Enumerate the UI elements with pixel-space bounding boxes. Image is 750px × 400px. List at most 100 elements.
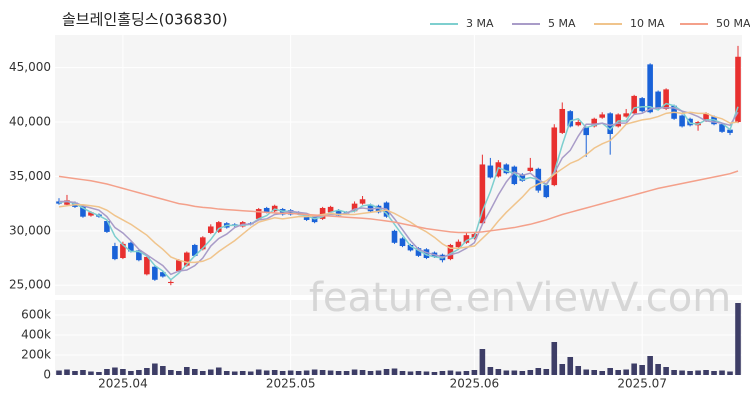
volume-bar xyxy=(487,367,494,375)
candle-body xyxy=(255,209,262,219)
volume-bar xyxy=(80,370,86,375)
candle-body xyxy=(88,212,94,216)
volume-bar xyxy=(719,370,725,375)
volume-bar xyxy=(239,371,246,375)
candle-body xyxy=(655,91,661,108)
volume-bar xyxy=(279,371,286,375)
legend-label: 3 MA xyxy=(466,17,494,30)
volume-bar xyxy=(72,371,78,375)
y-tick-label: 45,000 xyxy=(9,60,51,74)
volume-bar xyxy=(559,364,566,375)
candle-body xyxy=(359,199,366,204)
chart-title: 솔브레인홀딩스(036830) xyxy=(62,11,228,29)
candle-body xyxy=(136,250,142,261)
ma-line xyxy=(58,170,739,234)
candle-body xyxy=(503,164,510,174)
volume-bar xyxy=(359,370,366,375)
x-tick-label: 2025.06 xyxy=(450,377,500,391)
volume-bar xyxy=(687,371,693,375)
volume-bar xyxy=(519,371,526,375)
volume-bar xyxy=(423,371,430,375)
volume-bar xyxy=(255,369,262,375)
ma-line xyxy=(58,102,739,281)
candle-body xyxy=(647,64,653,113)
volume-bar xyxy=(215,367,222,375)
volume-bar xyxy=(503,370,510,375)
volume-bar xyxy=(711,371,717,375)
candle-body xyxy=(519,174,526,181)
volume-bar xyxy=(607,368,613,375)
candle-body xyxy=(391,230,398,243)
candle-body xyxy=(735,56,741,123)
volume-bar xyxy=(647,356,653,375)
candle-body xyxy=(631,95,637,114)
y-tick-label: 0 xyxy=(43,368,51,382)
candle-body xyxy=(559,108,566,133)
candle-body xyxy=(287,210,294,215)
volume-bar xyxy=(136,370,142,375)
price-panel xyxy=(55,35,742,295)
candle-body xyxy=(591,118,598,127)
volume-bar xyxy=(231,371,238,375)
candle-body xyxy=(663,89,669,109)
volume-bar xyxy=(431,372,438,375)
volume-bar xyxy=(335,371,342,375)
volume-bar xyxy=(192,369,198,375)
volume-bar xyxy=(128,371,134,375)
legend-label: 10 MA xyxy=(630,17,665,30)
candle-body xyxy=(455,241,462,248)
candle-body xyxy=(192,244,198,256)
volume-bar xyxy=(303,370,310,375)
volume-bar xyxy=(144,368,150,375)
candle-body xyxy=(375,205,382,213)
y-tick-label: 400k xyxy=(21,328,51,342)
legend-label: 50 MA xyxy=(716,17,750,30)
volume-bar xyxy=(455,371,462,375)
volume-bar xyxy=(495,369,502,375)
volume-bar xyxy=(407,371,414,375)
volume-bar xyxy=(623,369,629,375)
volume-bar xyxy=(727,371,733,375)
volume-bar xyxy=(383,369,390,375)
candle-body xyxy=(112,246,118,260)
volume-bar xyxy=(511,370,518,375)
volume-bar xyxy=(695,370,701,375)
volume-bar xyxy=(543,369,550,375)
candle-body xyxy=(335,210,342,216)
y-tick-label: 35,000 xyxy=(9,169,51,183)
candle-body xyxy=(263,207,270,213)
candle-body xyxy=(623,113,629,117)
ma-line xyxy=(58,111,739,264)
volume-bar xyxy=(327,370,334,375)
candle-body xyxy=(399,238,406,247)
volume-bar xyxy=(615,370,621,375)
ma-line xyxy=(58,107,739,276)
volume-bar xyxy=(583,369,590,375)
candle-body xyxy=(120,243,126,259)
volume-bar xyxy=(479,349,486,375)
volume-bar xyxy=(176,371,182,375)
volume-bar xyxy=(663,367,669,375)
candle-body xyxy=(727,129,733,133)
candle-body xyxy=(327,206,334,213)
volume-bar xyxy=(567,357,574,375)
volume-bar xyxy=(319,370,326,375)
x-tick-label: 2025.04 xyxy=(98,377,148,391)
volume-bar xyxy=(703,370,709,375)
volume-bar xyxy=(104,369,110,375)
candle-body xyxy=(575,122,582,126)
candle-body xyxy=(128,242,134,252)
candle-body xyxy=(407,244,414,251)
candle-body xyxy=(487,165,494,178)
volume-bar xyxy=(343,371,350,375)
candle-body xyxy=(415,248,422,256)
candle-body xyxy=(479,164,486,224)
volume-bar xyxy=(391,368,398,375)
y-tick-label: 200k xyxy=(21,348,51,362)
volume-bar xyxy=(112,367,118,375)
volume-bar xyxy=(375,370,382,375)
candle-body xyxy=(104,221,110,232)
volume-bar xyxy=(551,342,558,375)
candle-body xyxy=(152,266,158,280)
volume-bar xyxy=(120,369,126,375)
